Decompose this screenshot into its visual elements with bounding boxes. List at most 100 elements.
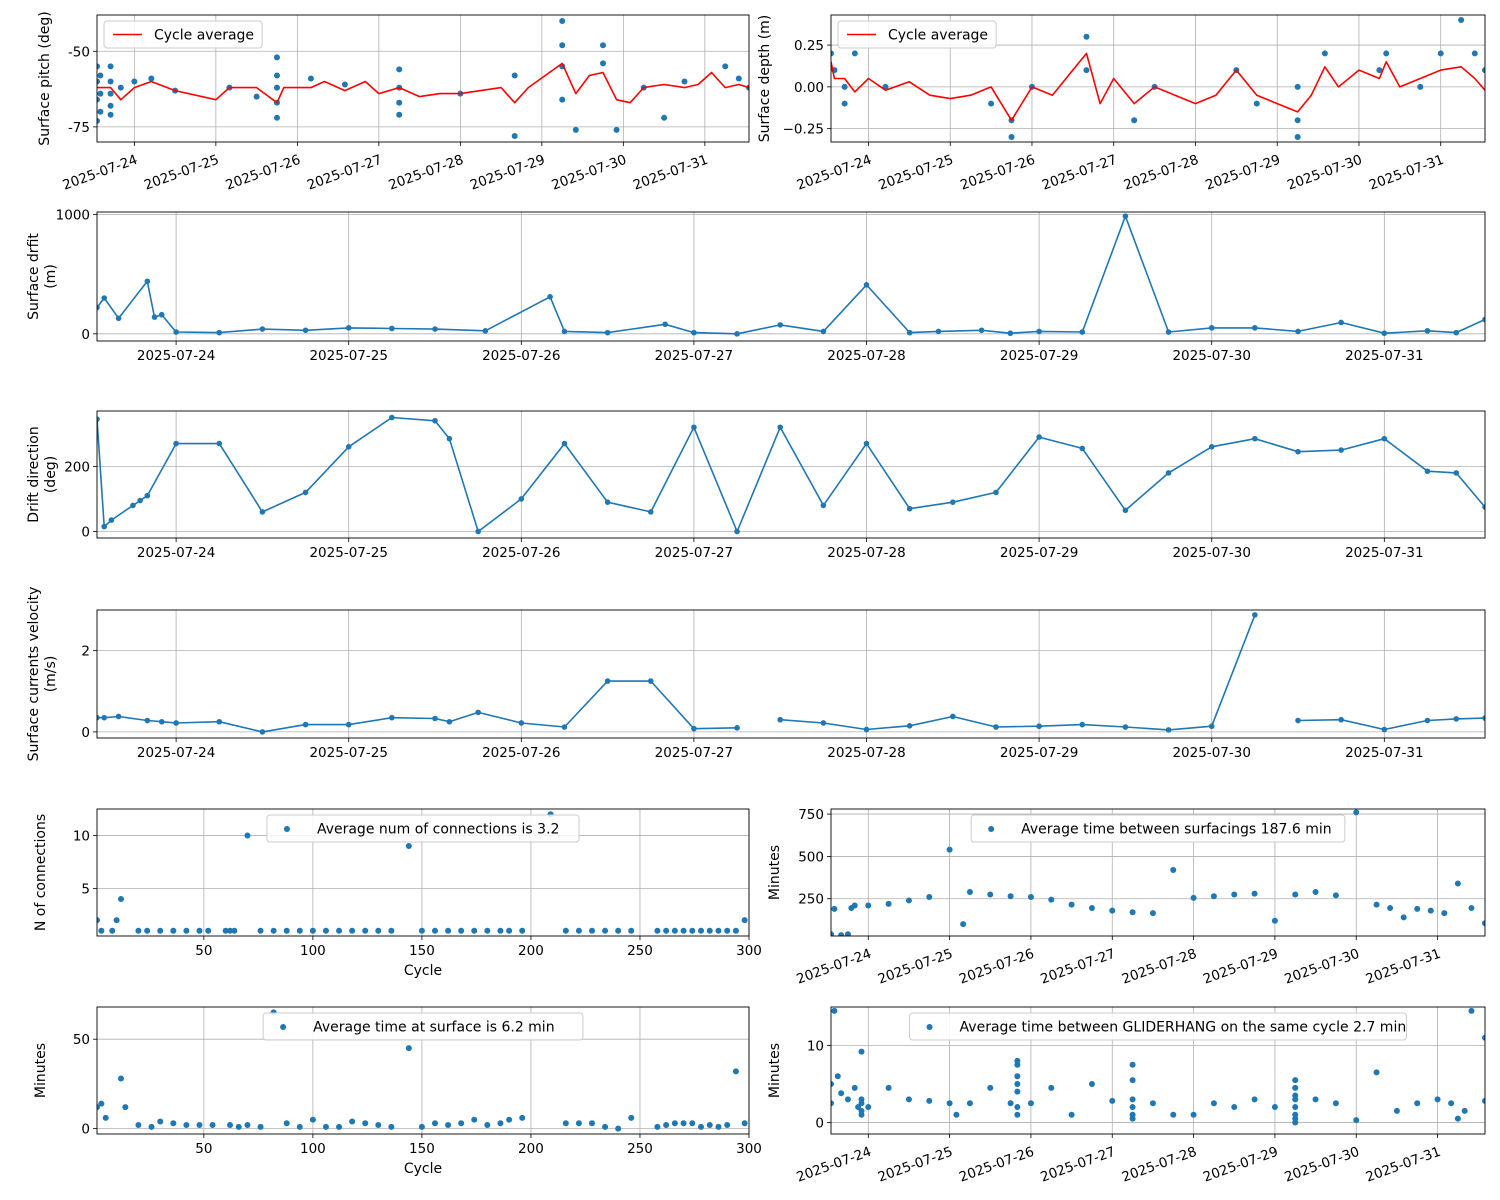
data-point <box>604 678 611 684</box>
data-point <box>1482 1097 1485 1104</box>
axes-frame <box>96 14 750 143</box>
data-point <box>432 417 438 424</box>
data-point <box>1170 1111 1177 1118</box>
data-point <box>170 1120 177 1127</box>
data-point <box>222 927 229 934</box>
x-tick-label: 200 <box>518 943 544 959</box>
data-point <box>960 921 967 928</box>
y-axis-label: Minutes <box>33 1043 49 1098</box>
legend-label: Average num of connections is 3.2 <box>317 822 560 838</box>
data-point <box>475 528 481 535</box>
data-point <box>1083 33 1090 40</box>
plot-area <box>831 17 1485 140</box>
data-point <box>1383 50 1390 57</box>
x-tick-label: 2025-07-25 <box>309 745 387 761</box>
data-point <box>926 1097 933 1104</box>
data-point <box>1252 435 1258 442</box>
data-point <box>561 440 568 447</box>
y-tick-label: 5 <box>81 881 90 897</box>
y-axis-label: Minutes <box>767 845 783 900</box>
data-point <box>97 917 100 924</box>
x-tick-label: 2025-07-24 <box>137 348 215 364</box>
y-tick-label: 250 <box>798 892 824 908</box>
data-point <box>1088 1080 1095 1087</box>
data-point <box>1338 447 1344 453</box>
data-point <box>663 1122 670 1129</box>
chart-currents: 2025-07-24 2025-07-25 2025-07-26 2025-07-27… <box>26 587 1486 761</box>
x-tick-label: 2025-07-29 <box>1203 152 1282 194</box>
data-point <box>561 328 568 335</box>
data-point <box>259 729 266 735</box>
data-point <box>345 721 352 728</box>
data-point <box>1109 907 1116 914</box>
data-point <box>518 496 525 502</box>
x-tick-label: 2025-07-31 <box>1364 946 1443 988</box>
data-point <box>1190 894 1197 901</box>
data-point <box>547 294 553 300</box>
data-point <box>680 927 687 934</box>
data-point <box>851 902 858 909</box>
data-point <box>855 1104 862 1111</box>
data-point <box>98 1100 105 1107</box>
y-tick-label: 0 <box>81 327 90 343</box>
data-point <box>647 678 654 684</box>
data-point <box>158 718 165 725</box>
y-tick-label: 200 <box>64 459 90 475</box>
data-point <box>906 723 913 729</box>
data-point <box>777 322 784 328</box>
data-point <box>1251 890 1258 897</box>
data-point <box>144 927 151 934</box>
x-tick-label: 2025-07-29 <box>1000 745 1078 761</box>
x-tick-label: 2025-07-30 <box>550 152 629 194</box>
data-point <box>1373 901 1380 908</box>
y-tick-label: 0 <box>81 1122 90 1138</box>
x-tick-label: 2025-07-30 <box>1172 348 1250 364</box>
data-point <box>432 326 438 332</box>
data-point <box>671 1120 678 1127</box>
chart-depth: 2025-07-24 2025-07-25 2025-07-26 2025-07-27… <box>757 14 1486 194</box>
data-point <box>259 509 266 515</box>
data-point <box>885 900 892 907</box>
data-point <box>1471 50 1478 57</box>
x-tick-label: 2025-07-26 <box>482 745 560 761</box>
data-point <box>183 927 190 934</box>
data-point <box>388 927 395 934</box>
x-tick-label: 2025-07-29 <box>1000 545 1078 561</box>
axes-frame <box>96 808 750 937</box>
data-point <box>97 714 100 721</box>
data-point <box>1292 1104 1299 1111</box>
x-tick-label: 2025-07-31 <box>631 152 710 194</box>
x-tick-label: 2025-07-24 <box>137 745 215 761</box>
data-point <box>993 724 999 730</box>
data-point <box>396 66 403 73</box>
data-point <box>1079 721 1086 728</box>
data-point <box>698 1123 705 1130</box>
axes-frame <box>830 14 1486 143</box>
data-point <box>216 329 223 336</box>
data-point <box>475 709 481 716</box>
data-point <box>283 927 290 934</box>
data-point <box>97 304 100 311</box>
data-point <box>1208 444 1215 450</box>
data-point <box>1454 880 1461 887</box>
cycle-average-line <box>831 52 1485 122</box>
data-point <box>97 108 104 115</box>
data-point <box>831 50 834 57</box>
data-point <box>336 1123 343 1130</box>
y-tick-label: 0 <box>81 725 90 741</box>
y-axis-label: Drift direction(deg) <box>26 426 59 522</box>
y-tick-label: 2 <box>81 644 90 660</box>
data-point <box>1251 1096 1258 1103</box>
x-tick-label: 2025-07-30 <box>1285 152 1364 194</box>
data-point <box>1007 330 1014 337</box>
data-point <box>841 83 848 90</box>
data-point <box>458 927 465 934</box>
data-point <box>157 1118 164 1125</box>
data-point <box>244 832 251 839</box>
data-point <box>273 114 280 121</box>
data-point <box>1170 866 1177 873</box>
data-point <box>273 84 280 91</box>
data-point <box>227 1122 234 1129</box>
data-point <box>1434 1096 1441 1103</box>
data-point <box>309 927 316 934</box>
